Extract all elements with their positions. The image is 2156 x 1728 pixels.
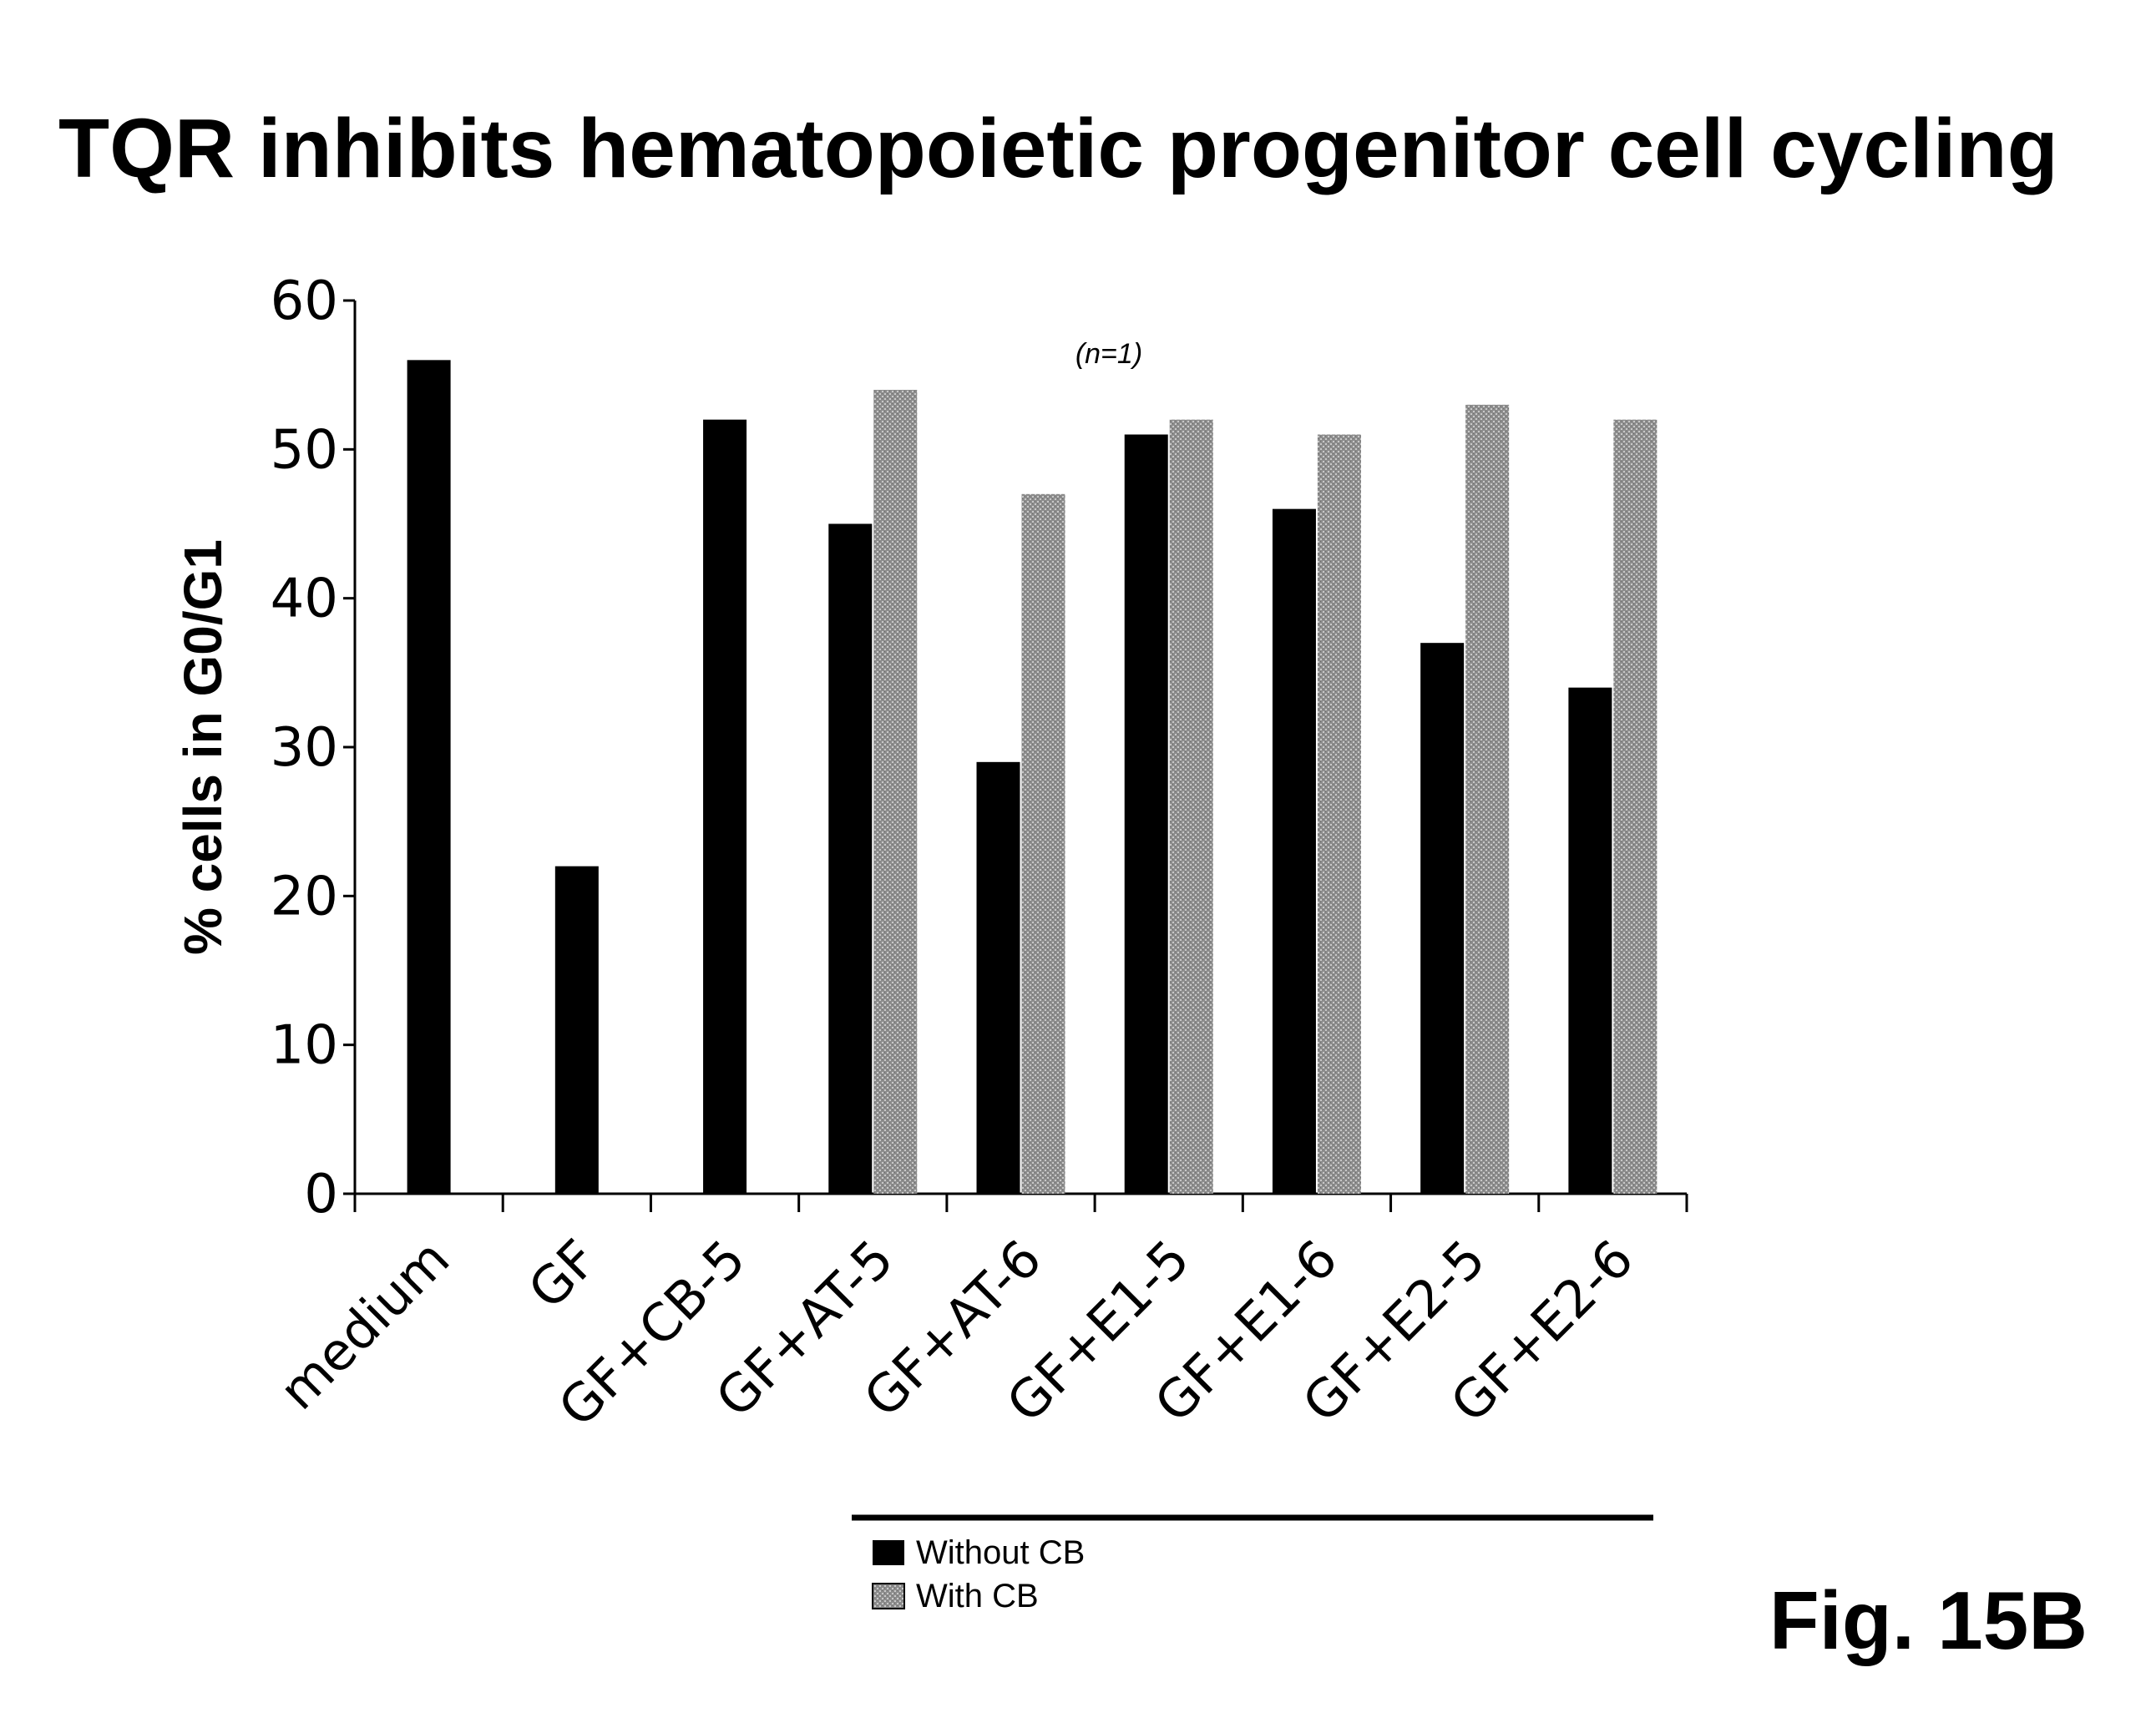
legend-label-with-cb: With CB [916,1578,1039,1614]
sample-size-annotation: (n=1) [1075,338,1142,370]
bar-with-cb [1613,420,1657,1194]
figure-label: Fig. 15B [1769,1574,2088,1666]
y-tick-label: 20 [271,866,338,927]
bar-with-cb [873,390,917,1194]
x-category-label: medium [267,1228,461,1422]
chart-title: TQR inhibits hematopoietic progenitor ce… [58,102,2058,195]
bar-without-cb [1568,688,1612,1194]
legend-swatch-with-cb [873,1584,904,1609]
bar-with-cb [1170,420,1213,1194]
bar-with-cb [1022,494,1065,1194]
y-ticks: 0 10 20 30 40 50 60 [271,270,355,1225]
legend-swatch-without-cb [873,1540,904,1565]
bars [407,360,1657,1194]
bar-without-cb [828,524,872,1195]
bar-without-cb [1420,643,1464,1194]
bar-without-cb [703,420,747,1194]
x-category-label: GF [517,1228,610,1321]
legend: Without CB With CB [873,1534,1085,1614]
bar-without-cb [407,360,451,1194]
bar-with-cb [1465,405,1509,1194]
x-ticks [355,1194,1687,1212]
y-tick-label: 0 [304,1164,338,1225]
bar-without-cb [1273,509,1316,1194]
plot-area: 0102030405060 mediumGFGF+CB-5GF+AT-5GF+A… [267,270,1687,1438]
bar-without-cb [977,762,1020,1194]
y-tick-label: 60 [271,270,338,332]
y-tick-label: 30 [271,717,338,779]
category-labels: mediumGFGF+CB-5GF+AT-5GF+AT-6GF+E1-5GF+E… [267,1228,1645,1438]
y-tick-label: 40 [271,568,338,630]
y-tick-label: 50 [271,419,338,481]
bar-without-cb [555,867,599,1194]
y-axis-label: % cells in G0/G1 [173,539,233,955]
y-tick-label: 10 [271,1015,338,1077]
bar-without-cb [1125,435,1168,1195]
bar-with-cb [1318,435,1361,1195]
legend-label-without-cb: Without CB [916,1534,1085,1571]
